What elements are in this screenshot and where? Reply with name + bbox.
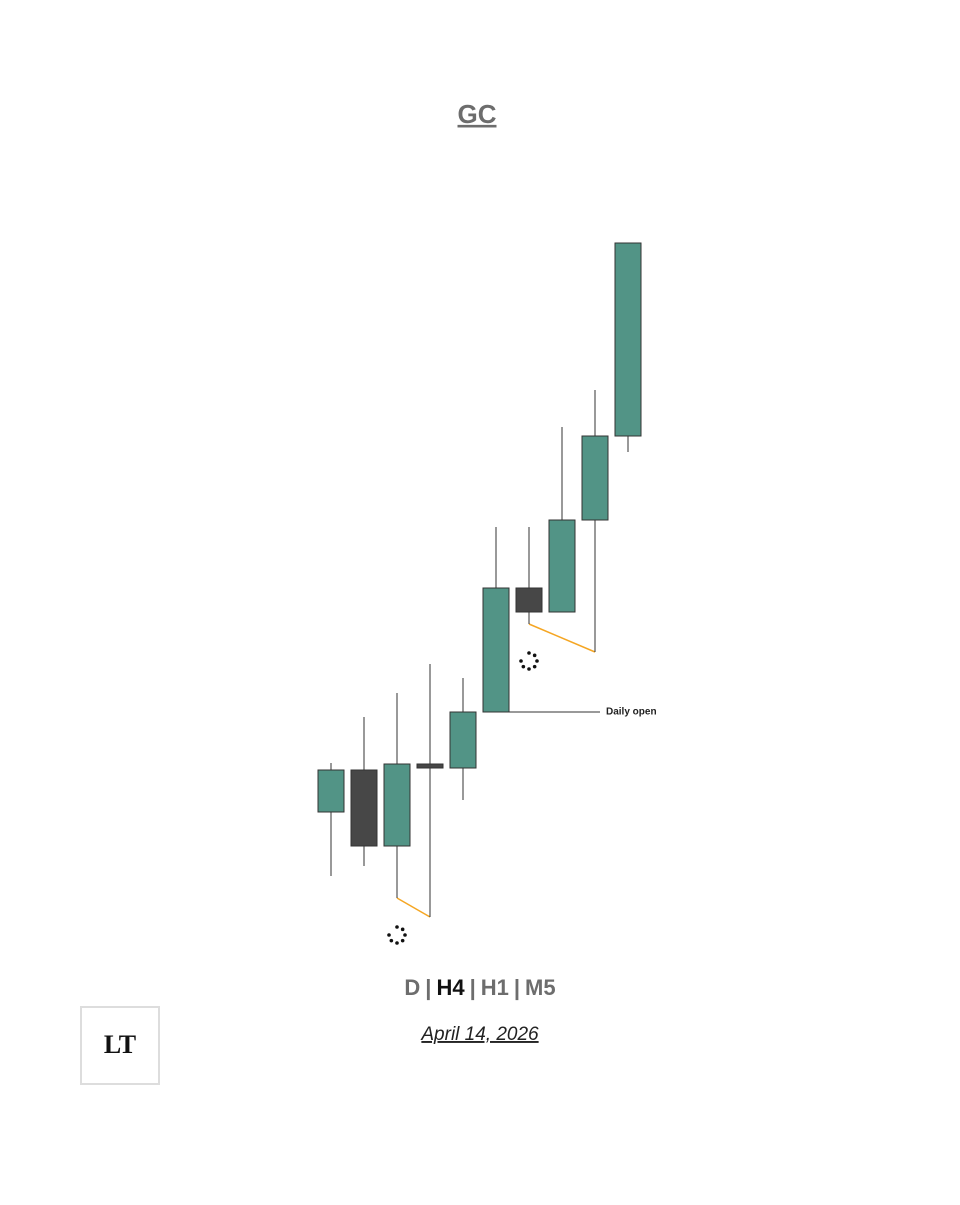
candle-body [350, 769, 378, 847]
marker-dot [389, 938, 394, 943]
chart-title: GC [458, 99, 497, 129]
marker-dot [535, 659, 539, 663]
logo-box [80, 1006, 160, 1085]
timeframe: H4 [436, 975, 465, 1000]
sweep-line [396, 897, 431, 918]
sweep-marker [519, 651, 539, 671]
candle-body [482, 587, 510, 713]
logo: LT [104, 1030, 136, 1059]
timeframe: D [404, 975, 420, 1000]
marker-dot [387, 933, 391, 937]
candle-body [383, 763, 411, 847]
separator: | [425, 975, 431, 1000]
timeframe: H1 [481, 975, 509, 1000]
sweep-marker [387, 925, 407, 945]
sweep-line [528, 623, 596, 653]
candle-body [317, 769, 345, 813]
marker-dot [521, 664, 526, 669]
timeframes: D | H4 | H1 | M5 [404, 975, 555, 1000]
marker-dot [532, 664, 537, 669]
separator: | [470, 975, 476, 1000]
marker-dot [519, 659, 523, 663]
candle-body [449, 711, 477, 769]
marker-dot [403, 933, 407, 937]
marker-dot [400, 938, 405, 943]
separator: | [514, 975, 520, 1000]
candle-body [614, 242, 642, 437]
marker-dot [527, 651, 531, 655]
date: April 14, 2026 [420, 1024, 539, 1045]
candle-body [548, 519, 576, 613]
marker-dot [395, 941, 399, 945]
timeframe: M5 [525, 975, 556, 1000]
daily-open-label: Daily open [606, 707, 657, 718]
marker-dot [400, 927, 405, 932]
candle-body [515, 587, 543, 613]
candle-body [416, 763, 444, 769]
marker-dot [532, 653, 537, 658]
candle-body [581, 435, 609, 521]
marker-dot [527, 667, 531, 671]
marker-dot [395, 925, 399, 929]
